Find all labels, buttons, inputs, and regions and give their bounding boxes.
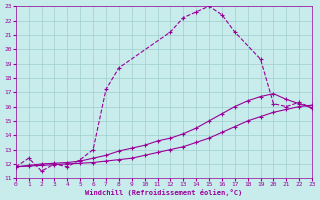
X-axis label: Windchill (Refroidissement éolien,°C): Windchill (Refroidissement éolien,°C) [85,189,243,196]
